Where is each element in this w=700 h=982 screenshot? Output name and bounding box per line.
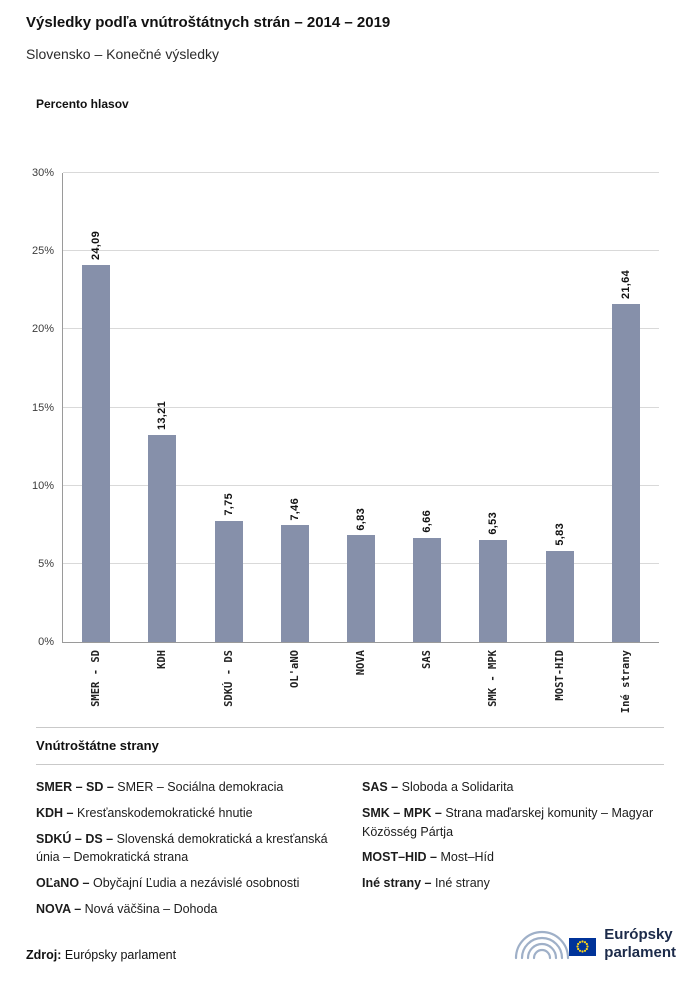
bar-slot: 6,66 SAS	[394, 173, 460, 669]
y-tick-label: 5%	[38, 557, 54, 570]
page-title: Výsledky podľa vnútroštátnych strán – 20…	[26, 14, 391, 31]
source-text: Európsky parlament	[64, 948, 177, 962]
legend-item: SMER – SD – SMER – Sociálna demokracia	[36, 780, 284, 794]
bar	[611, 303, 640, 642]
legend-term: SMER – SD –	[36, 780, 114, 794]
page-subtitle: Slovensko – Konečné výsledky	[26, 46, 219, 62]
legend-item: MOST–HID – Most–Híd	[362, 850, 494, 865]
ep-logo-glyphs	[509, 920, 597, 967]
ep-logo-text-line2: parlament	[604, 943, 676, 961]
x-tick-label: SMER - SD	[90, 650, 103, 707]
bar-value-label: 5,83	[553, 523, 566, 546]
gridline	[63, 484, 659, 486]
x-tick-label: Iné strany	[619, 650, 632, 714]
bar-value-label: 6,53	[487, 512, 500, 535]
bar	[82, 265, 111, 642]
gridline	[63, 406, 659, 408]
bar-value-label: 6,83	[354, 507, 367, 531]
legend-column: SMER – SD – SMER – Sociálna demokracia KD…	[36, 778, 354, 926]
source-note: Zdroj: Európsky parlament	[26, 948, 176, 962]
plot-area: 24,09 SMER - SD 13,21 KDH 7,75 SDKÚ - DS 7,46 O…	[32, 167, 659, 713]
legend-term: SDKÚ – DS –	[36, 831, 114, 846]
y-tick-label: 0%	[38, 636, 54, 648]
bar	[413, 537, 442, 642]
bar-slot: 13,21 KDH	[129, 173, 195, 669]
legend-item: SMK – MPK – Strana maďarskej komunity – …	[362, 805, 654, 839]
divider	[36, 727, 664, 728]
y-tick-label: 10%	[31, 479, 54, 492]
bar	[479, 539, 508, 642]
bar-chart: 24,09 SMER - SD 13,21 KDH 7,75 SDKÚ - DS 7,46 O…	[32, 167, 659, 713]
divider	[36, 764, 664, 765]
x-tick-label: SDKÚ - DS	[222, 650, 235, 707]
legend-term: KDH –	[36, 805, 74, 820]
gridline	[63, 250, 659, 252]
gridline	[63, 172, 659, 173]
bars: 24,09 SMER - SD 13,21 KDH 7,75 SDKÚ - DS 7,46 O…	[63, 173, 659, 713]
legend-column: SAS – Sloboda a Solidarita SMK – MPK – St…	[362, 778, 664, 926]
x-tick-label: KDH	[156, 650, 169, 669]
bar	[280, 525, 309, 642]
eu-flag-icon	[569, 938, 597, 961]
bar-slot: 7,75 SDKÚ - DS	[195, 173, 261, 707]
ep-logo-text-line1: Európsky	[604, 926, 673, 944]
gridline	[63, 328, 659, 330]
bar-slot: 6,83 NOVA	[328, 173, 394, 675]
legend-term: MOST–HID –	[362, 850, 438, 865]
bar-value-label: 6,66	[421, 510, 434, 533]
y-tick-label: 15%	[31, 401, 54, 414]
x-tick-label: MOST-HID	[553, 650, 566, 701]
bar-slot: 7,46 OL'aNO	[262, 173, 328, 688]
legend-item: SDKÚ – DS – Slovenská demokratická a kre…	[36, 831, 328, 865]
x-tick-label: OL'aNO	[288, 650, 301, 688]
bar	[545, 550, 574, 642]
bar-slot: 21,64 Iné strany	[593, 173, 659, 713]
bar	[148, 435, 177, 642]
bar	[346, 535, 375, 642]
chart-y-axis-title: Percento hlasov	[36, 97, 129, 111]
legend-term: OĽaNO –	[36, 876, 90, 890]
legend-term: Iné strany –	[362, 876, 432, 890]
legend-item: KDH – Kresťanskodemokratické hnutie	[36, 805, 253, 820]
legend-item: OĽaNO – Obyčajní Ľudia a nezávislé osobn…	[36, 876, 300, 890]
legend-title: Vnútroštátne strany	[36, 738, 159, 753]
bar-slot: 5,83 MOST-HID	[527, 173, 593, 701]
bar	[214, 520, 243, 642]
x-tick-label: SMK - MPK	[487, 650, 500, 707]
bar-slot: 6,53 SMK - MPK	[460, 173, 526, 707]
legend-item: NOVA – Nová väčšina – Dohoda	[36, 901, 218, 916]
bar-value-label: 21,64	[619, 269, 632, 299]
ep-logo: Európsky parlament	[509, 920, 676, 967]
bar-value-label: 13,21	[156, 401, 169, 431]
source-label: Zdroj:	[26, 948, 62, 962]
legend-section: Vnútroštátne strany SMER – SD – SMER – S…	[36, 727, 664, 926]
y-tick-label: 20%	[31, 323, 54, 336]
bar-value-label: 7,46	[288, 497, 301, 521]
legend-item: SAS – Sloboda a Solidarita	[362, 780, 514, 794]
y-tick-label: 25%	[31, 245, 54, 258]
bar-value-label: 7,75	[222, 493, 235, 516]
legend-item: Iné strany – Iné strany	[362, 876, 490, 890]
bar-slot: 24,09 SMER - SD	[63, 173, 129, 707]
ep-logo-text: Európsky parlament	[604, 926, 676, 961]
bar-value-label: 24,09	[90, 231, 103, 261]
ep-hemicycle-icon	[509, 920, 575, 967]
legend-term: SAS –	[362, 780, 399, 794]
legend-term: NOVA –	[36, 901, 82, 916]
x-tick-label: SAS	[421, 650, 434, 669]
legend-term: SMK – MPK –	[362, 805, 442, 820]
y-tick-label: 30%	[31, 167, 54, 179]
legend-columns: SMER – SD – SMER – Sociálna demokracia KD…	[36, 778, 664, 926]
x-tick-label: NOVA	[354, 650, 367, 676]
